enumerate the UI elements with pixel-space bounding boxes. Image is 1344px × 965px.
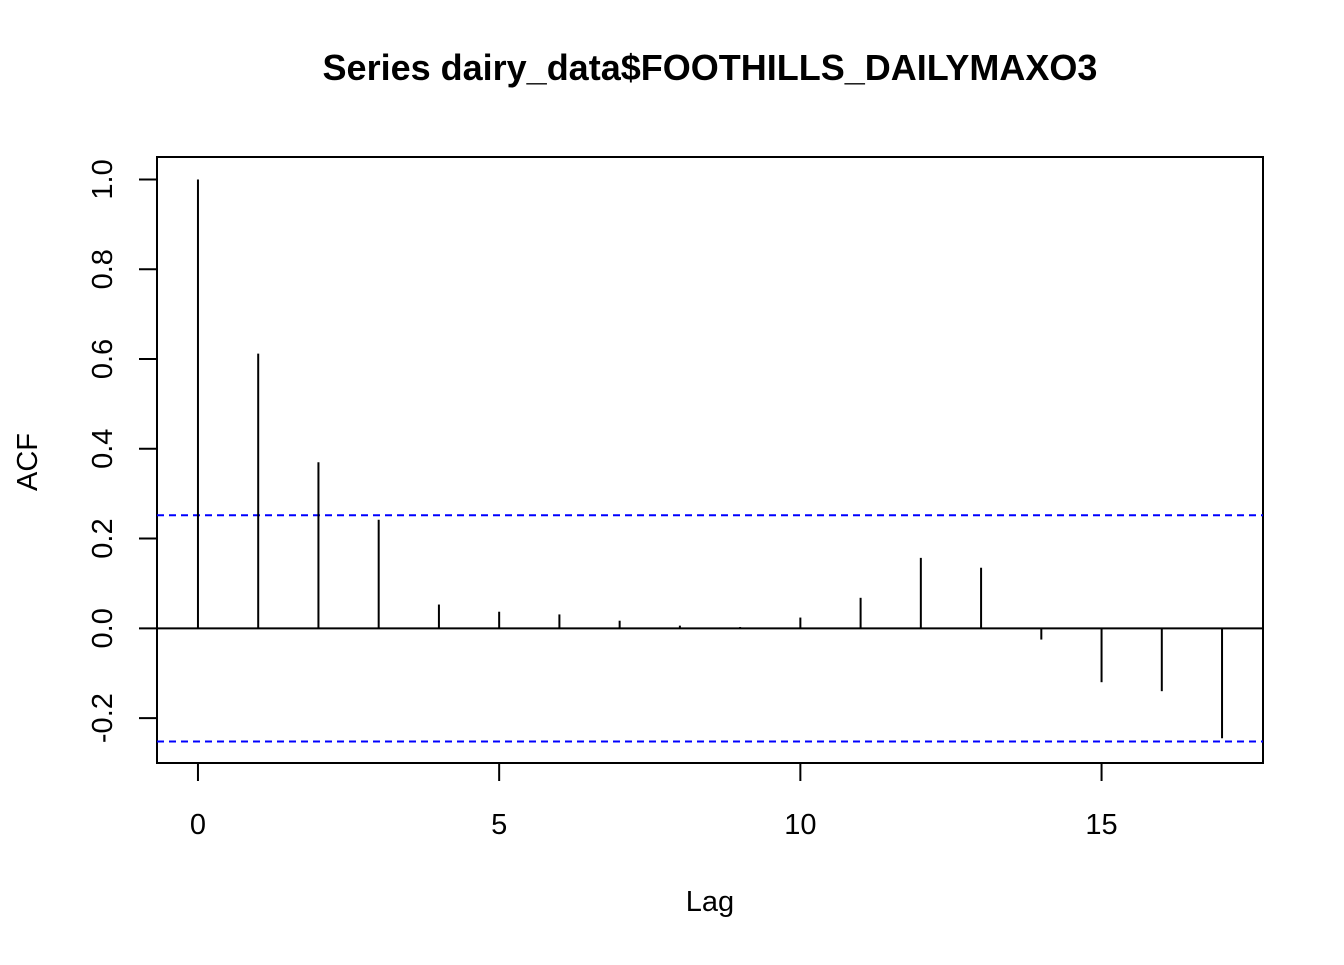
chart-title: Series dairy_data$FOOTHILLS_DAILYMAXO3: [323, 47, 1098, 88]
confidence-lines: [157, 514, 1263, 743]
x-axis-label: Lag: [686, 886, 734, 918]
y-tick-label: 0.2: [87, 518, 119, 558]
y-tick-label: 1.0: [87, 159, 119, 199]
y-tick-label: 0.8: [87, 249, 119, 289]
y-tick-label: 0.6: [87, 339, 119, 379]
x-tick-label: 15: [1085, 809, 1117, 841]
y-tick-label: 0.4: [87, 429, 119, 469]
x-tick-label: 0: [190, 809, 206, 841]
y-tick-label: -0.2: [87, 693, 119, 743]
y-axis: -0.2 0.0 0.2 0.4 0.6 0.8 1.0: [87, 159, 158, 743]
x-tick-label: 10: [784, 809, 816, 841]
plot-frame: [156, 156, 1264, 764]
x-axis: 0 5 10 15: [190, 762, 1118, 841]
x-tick-label: 5: [491, 809, 507, 841]
y-axis-label: ACF: [12, 433, 44, 491]
y-tick-label: 0.0: [87, 608, 119, 648]
acf-bars: [196, 179, 1224, 739]
